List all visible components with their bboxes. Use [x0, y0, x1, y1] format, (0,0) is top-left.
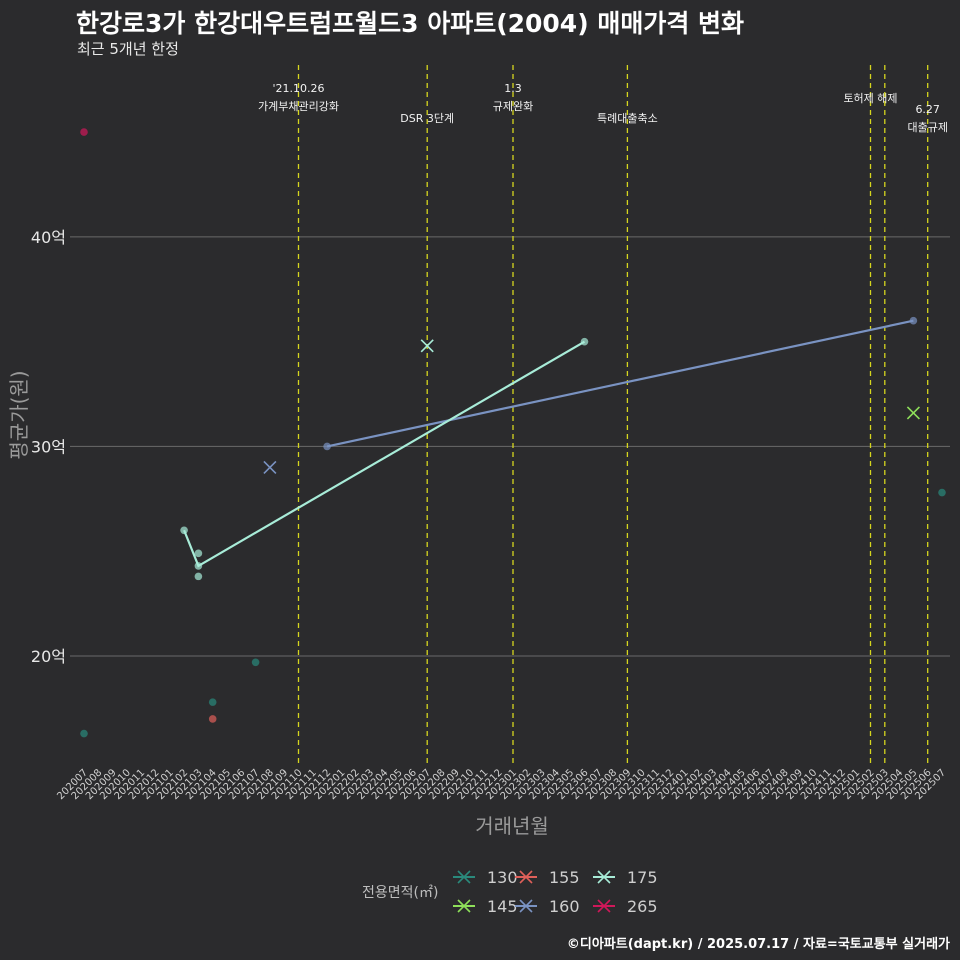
series-line-175 — [183, 340, 586, 568]
chart-title: 한강로3가 한강대우트럼프월드3 아파트(2004) 매매가격 변화 — [76, 9, 745, 38]
source-caption: ©디아파트(dapt.kr) / 2025.07.17 / 자료=국토교통부 실… — [566, 937, 950, 952]
data-point-160 — [909, 316, 918, 325]
legend-swatch-marker — [519, 870, 533, 884]
legend-swatch-marker — [597, 870, 611, 884]
data-point-175 — [180, 526, 188, 535]
legend-label: 130 — [487, 868, 518, 887]
data-point-x-160 — [263, 460, 277, 474]
legend-label: 145 — [487, 897, 518, 916]
event-label: 토허제 해제 — [843, 91, 897, 105]
chart-subtitle: 최근 5개년 한정 — [77, 40, 179, 58]
legend-label: 155 — [549, 868, 580, 887]
legend-swatch-marker — [457, 870, 471, 884]
event-label: 대출규제 — [907, 121, 947, 134]
data-point-130 — [251, 658, 260, 667]
event-label: 규제완화 — [493, 100, 533, 113]
y-axis-title: 평균가(원) — [7, 370, 31, 459]
event-label: 특례대출축소 — [597, 112, 658, 125]
data-point-175 — [194, 572, 203, 581]
event-label: 6.27 — [915, 103, 940, 116]
legend-label: 175 — [627, 868, 658, 887]
legend-swatch-marker — [457, 899, 471, 913]
data-point-130 — [80, 729, 88, 738]
x-axis-title: 거래년월 — [475, 814, 549, 838]
event-label: 1.3 — [504, 82, 522, 95]
data-point-x-175 — [420, 339, 434, 353]
event-label: DSR 3단계 — [400, 112, 454, 125]
data-point-x-145 — [906, 406, 920, 420]
y-tick-label: 40억 — [31, 228, 66, 247]
y-tick-label: 20억 — [31, 647, 66, 666]
legend-label: 265 — [627, 897, 658, 916]
data-point-160 — [323, 442, 331, 451]
legend-swatch-marker — [597, 899, 611, 913]
event-label: 가계부채관리강화 — [258, 100, 339, 113]
y-tick-label: 30억 — [31, 437, 66, 456]
legend-label: 160 — [549, 897, 580, 916]
event-label: '21.10.26 — [272, 82, 324, 95]
data-point-130 — [208, 698, 217, 706]
data-point-130 — [938, 488, 946, 497]
legend-swatch-marker — [519, 899, 533, 913]
series-line-160 — [326, 319, 914, 448]
data-point-265 — [80, 128, 88, 136]
data-point-175 — [580, 337, 589, 346]
data-point-175 — [194, 549, 203, 558]
data-point-155 — [208, 715, 217, 723]
legend-title: 전용면적(㎡) — [362, 885, 438, 901]
data-point-175 — [194, 562, 203, 570]
